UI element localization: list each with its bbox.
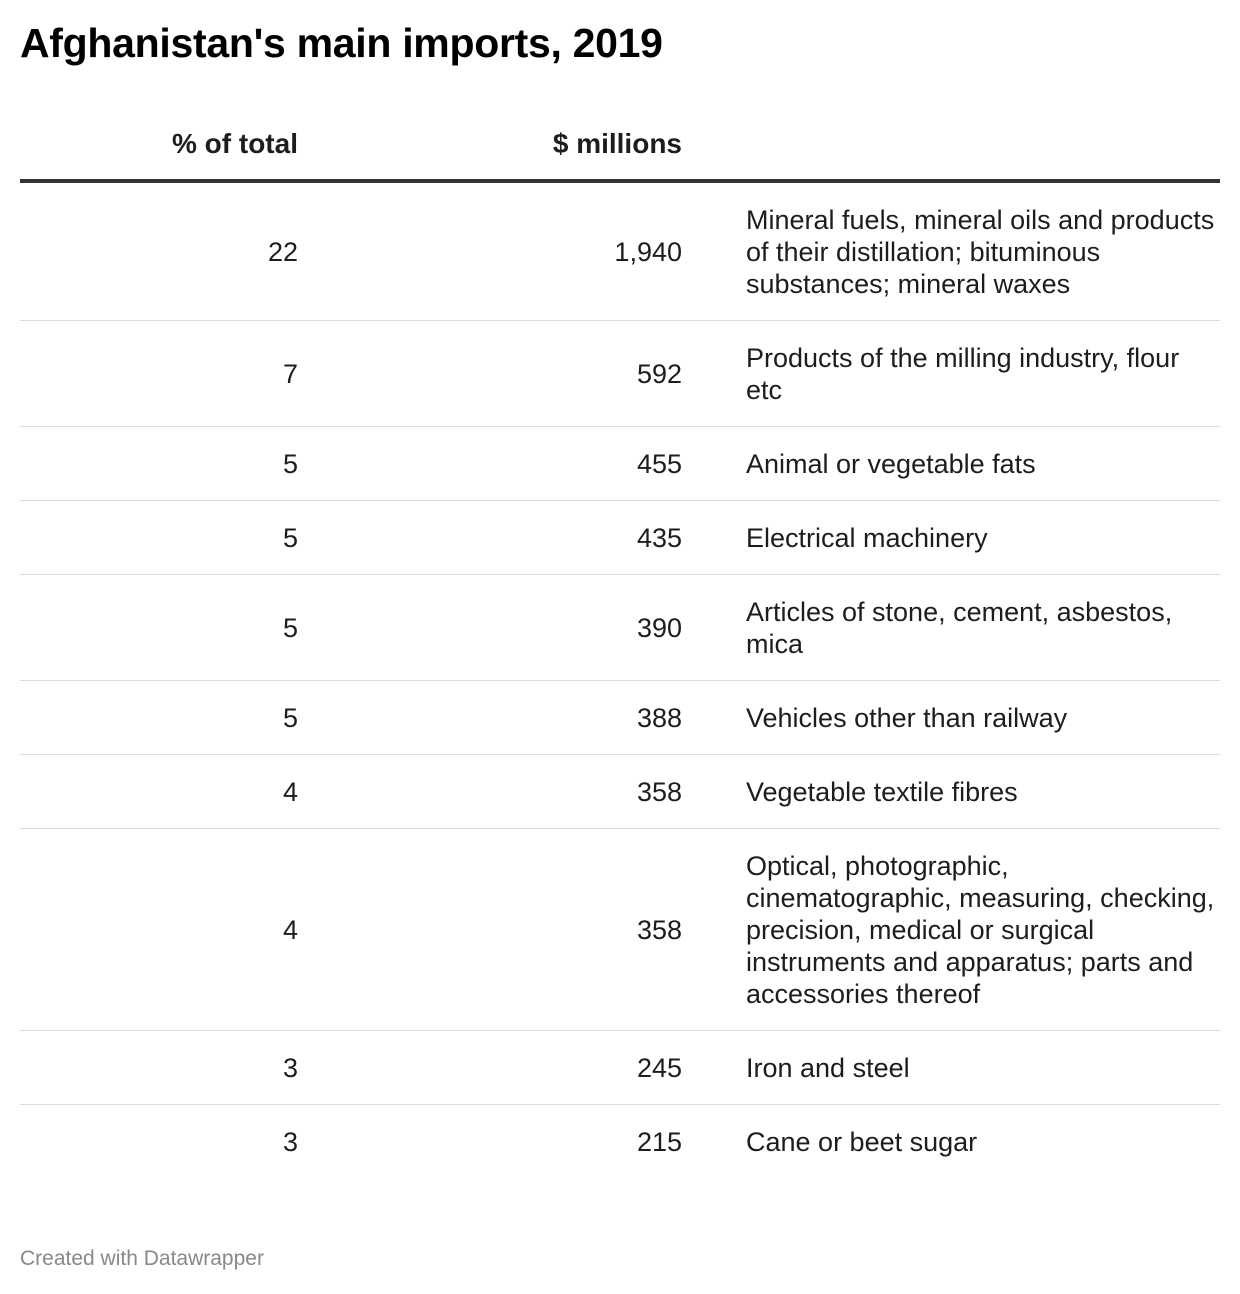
cell-import-category: Iron and steel (698, 1030, 1220, 1105)
cell-percent-of-total: 5 (20, 680, 314, 755)
datawrapper-credit-link[interactable]: Created with Datawrapper (20, 1247, 264, 1270)
cell-percent-of-total: 5 (20, 426, 314, 501)
cell-percent-of-total: 7 (20, 320, 314, 427)
cell-import-category: Optical, photographic, cinematographic, … (698, 828, 1220, 1031)
cell-percent-of-total: 3 (282, 1127, 298, 1157)
table-body: 22 1,940 Mineral fuels, mineral oils and p… (20, 181, 1220, 1178)
table-row: 5 455 Animal or vegetable fats (20, 426, 1220, 501)
cell-percent-of-total: 4 (20, 828, 314, 1031)
cell-usd-millions: 455 (314, 426, 698, 501)
cell-usd-millions: 435 (314, 500, 698, 575)
cell-usd-millions: 215 (636, 1127, 682, 1157)
cell-import-category: Articles of stone, cement, asbestos, mic… (698, 574, 1220, 681)
cell-import-category: Products of the milling industry, flour … (698, 320, 1220, 427)
column-header-category (698, 106, 1220, 183)
cell-usd-millions: 245 (314, 1030, 698, 1105)
cell-usd-millions: 592 (314, 320, 698, 427)
cell-percent-of-total: 3 (20, 1030, 314, 1105)
table-row: 7 592 Products of the milling industry, fl… (20, 320, 1220, 427)
cell-percent-of-total: 22 (20, 181, 314, 321)
table-row: 4 358 Optical, photographic, cinematograph… (20, 828, 1220, 1031)
table-header: % of total $ millions (20, 106, 1220, 183)
cell-percent-of-total: 4 (20, 754, 314, 829)
cell-usd-millions: 358 (314, 828, 698, 1031)
header-row: % of total $ millions (20, 106, 1220, 183)
cell-usd-millions: 390 (314, 574, 698, 681)
column-header-millions[interactable]: $ millions (314, 106, 698, 183)
table-row: 3 245 Iron and steel (20, 1030, 1220, 1105)
imports-table: % of total $ millions 22 1,940 Mineral fue… (20, 106, 1220, 1178)
table-row: 5 435 Electrical machinery (20, 500, 1220, 575)
cell-percent-of-total: 5 (20, 500, 314, 575)
table-row: 4 358 Vegetable textile fibres (20, 754, 1220, 829)
cell-import-category: Vehicles other than railway (698, 680, 1220, 755)
imports-table-container: % of total $ millions 22 1,940 Mineral fue… (20, 106, 1220, 1178)
column-header-percent[interactable]: % of total (20, 106, 314, 183)
cell-import-category: Cane or beet sugar (746, 1127, 978, 1157)
cell-usd-millions: 358 (314, 754, 698, 829)
table-row: 3 215 Cane or beet sugar (20, 1105, 1220, 1179)
cell-import-category: Animal or vegetable fats (698, 426, 1220, 501)
cell-import-category: Electrical machinery (698, 500, 1220, 575)
table-row: 22 1,940 Mineral fuels, mineral oils and p… (20, 181, 1220, 321)
cell-import-category: Vegetable textile fibres (698, 754, 1220, 829)
cell-usd-millions: 1,940 (314, 181, 698, 321)
cell-import-category: Mineral fuels, mineral oils and products… (698, 181, 1220, 321)
table-row: 5 390 Articles of stone, cement, asbestos,… (20, 574, 1220, 681)
cell-percent-of-total: 5 (20, 574, 314, 681)
cell-usd-millions: 388 (314, 680, 698, 755)
chart-title: Afghanistan's main imports, 2019 (20, 20, 663, 66)
table-row: 5 388 Vehicles other than railway (20, 680, 1220, 755)
